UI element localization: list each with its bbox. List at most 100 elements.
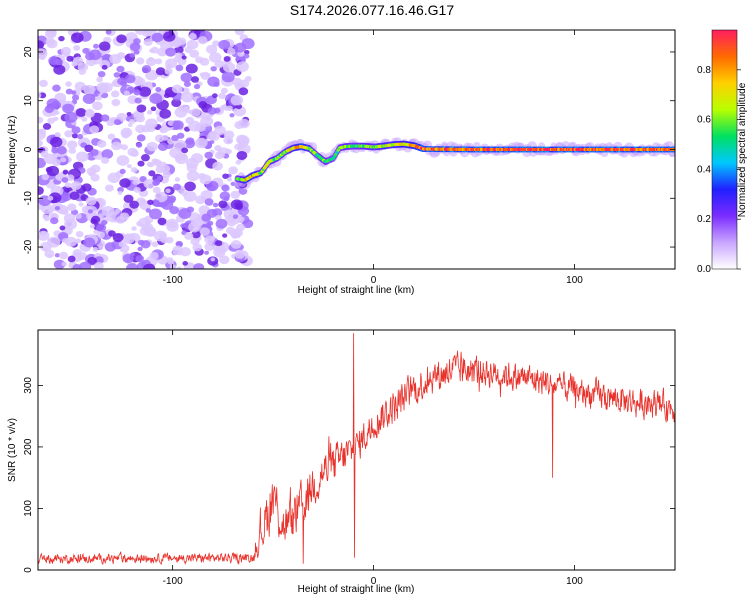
noise-blob xyxy=(117,190,123,195)
noise-blob xyxy=(41,173,50,181)
x-tick-label: 100 xyxy=(566,576,583,587)
noise-blob xyxy=(129,52,136,58)
noise-blob xyxy=(61,261,68,267)
noise-blob xyxy=(147,199,154,205)
noise-blob xyxy=(165,188,171,194)
noise-blob xyxy=(149,93,163,105)
noise-blob xyxy=(38,186,44,195)
noise-blob xyxy=(212,208,223,217)
noise-blob xyxy=(209,139,215,145)
noise-blob xyxy=(137,246,143,252)
noise-blob xyxy=(210,66,217,72)
y-tick-label: 10 xyxy=(23,95,34,107)
noise-blob xyxy=(81,116,88,122)
noise-blob xyxy=(124,74,136,84)
noise-blob xyxy=(140,240,151,249)
noise-blob xyxy=(206,180,219,192)
noise-blob xyxy=(241,38,255,50)
noise-blob xyxy=(207,76,220,87)
noise-blob xyxy=(171,84,183,94)
noise-blob xyxy=(166,257,174,263)
noise-blob xyxy=(88,171,95,177)
noise-blob xyxy=(110,90,120,98)
noise-blob xyxy=(230,199,243,210)
colorbar: 0.0 0.2 0.4 0.6 0.8 Normalized spectral ampl… xyxy=(697,29,748,275)
noise-blob xyxy=(223,130,235,140)
noise-blob xyxy=(130,167,138,173)
noise-blob xyxy=(71,94,80,101)
noise-blob xyxy=(232,214,239,219)
noise-blob xyxy=(174,177,181,182)
noise-blob xyxy=(96,82,109,93)
noise-blob xyxy=(111,141,122,151)
noise-blob xyxy=(199,72,205,77)
x-tick-label: 0 xyxy=(371,275,377,286)
noise-blob xyxy=(181,147,189,154)
noise-blob xyxy=(190,153,204,164)
noise-blob xyxy=(67,203,77,212)
y-tick-label: 0 xyxy=(23,146,34,152)
colorbar-gradient xyxy=(712,30,737,269)
noise-blob xyxy=(222,233,228,238)
noise-blob xyxy=(206,44,218,55)
noise-blob xyxy=(97,140,107,148)
noise-blob xyxy=(45,166,53,173)
noise-blob xyxy=(179,247,191,257)
noise-blob xyxy=(175,52,183,59)
noise-blob xyxy=(135,124,146,134)
noise-blob xyxy=(69,191,80,200)
noise-blob xyxy=(229,113,235,118)
noise-blob xyxy=(133,49,140,55)
noise-blob xyxy=(244,49,250,55)
noise-blob xyxy=(60,157,67,163)
noise-blob xyxy=(72,56,84,66)
noise-blob xyxy=(101,149,114,159)
noise-blob xyxy=(197,36,208,45)
noise-blob xyxy=(185,63,198,74)
noise-blob xyxy=(193,83,201,90)
noise-blob xyxy=(132,179,139,185)
noise-blob xyxy=(190,108,201,117)
noise-blob xyxy=(108,230,116,237)
noise-blob xyxy=(126,263,139,269)
y-tick-label: 200 xyxy=(23,438,34,455)
colorbar-ticks: 0.0 0.2 0.4 0.6 0.8 xyxy=(697,65,741,275)
noise-blob xyxy=(101,64,108,70)
noise-blob xyxy=(38,128,46,135)
noise-blob xyxy=(52,84,61,92)
noise-blob xyxy=(204,250,210,255)
noise-blob xyxy=(96,223,107,232)
noise-blob xyxy=(155,67,166,76)
noise-blob xyxy=(149,208,163,220)
noise-blob xyxy=(41,231,47,236)
noise-blob xyxy=(87,256,97,265)
y-tick-label: 300 xyxy=(23,377,34,394)
colorbar-tick-label: 0.2 xyxy=(697,214,711,225)
noise-blob xyxy=(171,134,179,142)
x-tick-label: 0 xyxy=(371,576,377,587)
noise-blob xyxy=(62,169,69,175)
noise-blob xyxy=(185,137,195,145)
noise-blob xyxy=(47,117,55,124)
noise-blob xyxy=(238,187,248,195)
noise-blob xyxy=(201,213,212,222)
noise-blob xyxy=(230,240,242,249)
noise-blob xyxy=(182,261,189,266)
noise-blob xyxy=(238,87,249,96)
noise-blob xyxy=(186,170,200,182)
noise-blob xyxy=(65,81,72,87)
noise-blob xyxy=(157,217,167,226)
noise-blob xyxy=(133,89,141,96)
noise-blob xyxy=(75,108,87,117)
noise-blob xyxy=(218,39,231,50)
noise-blob xyxy=(53,64,66,75)
noise-blob xyxy=(141,65,152,73)
noise-blob xyxy=(212,40,220,47)
noise-blob xyxy=(157,142,169,151)
noise-blob xyxy=(204,151,213,159)
noise-blob xyxy=(160,236,169,244)
noise-blob xyxy=(83,84,96,95)
noise-blob xyxy=(83,237,96,248)
noise-blob xyxy=(171,98,182,108)
